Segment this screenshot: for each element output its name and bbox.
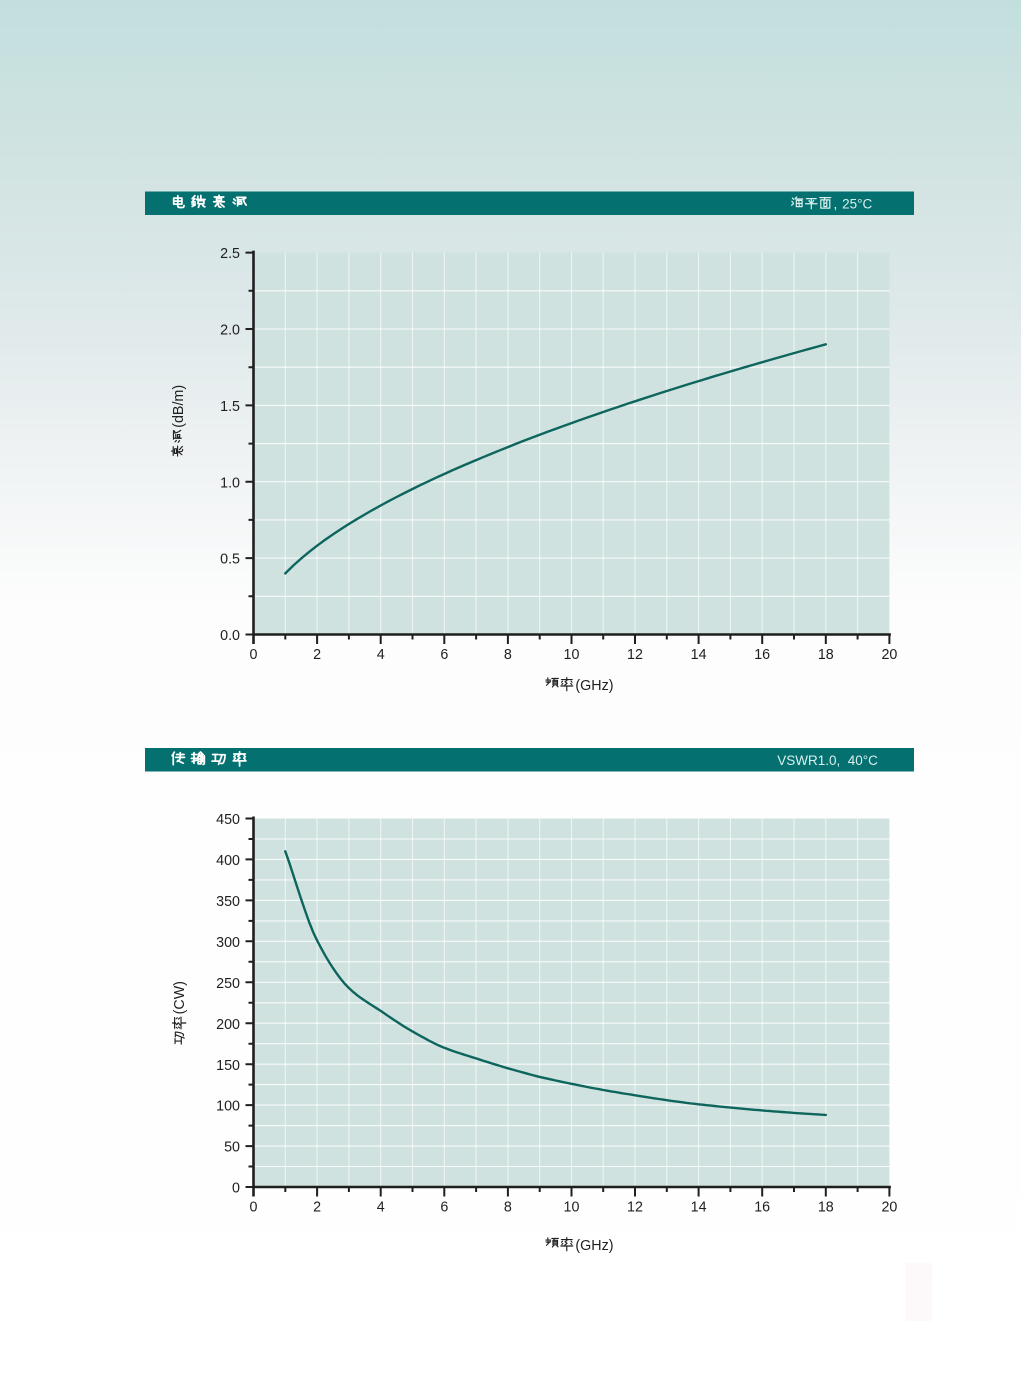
- svg-text:8: 8: [504, 647, 512, 663]
- svg-text:20: 20: [881, 1200, 897, 1216]
- svg-text:8: 8: [504, 1200, 512, 1216]
- svg-text:2: 2: [313, 1200, 321, 1216]
- svg-text:0: 0: [250, 1200, 258, 1216]
- svg-text:2: 2: [313, 647, 321, 663]
- svg-text:100: 100: [216, 1099, 240, 1115]
- svg-text:(GHz): (GHz): [575, 678, 613, 694]
- svg-text:300: 300: [216, 935, 240, 951]
- svg-text:250: 250: [216, 976, 240, 992]
- svg-text:12: 12: [627, 647, 643, 663]
- svg-text:14: 14: [691, 1200, 707, 1216]
- svg-text:6: 6: [440, 1200, 448, 1216]
- svg-text:150: 150: [216, 1058, 240, 1074]
- svg-text:400: 400: [216, 853, 240, 869]
- svg-text:VSWR1.0, 40°C: VSWR1.0, 40°C: [777, 753, 878, 768]
- svg-text:4: 4: [377, 1200, 385, 1216]
- svg-text:2.5: 2.5: [220, 246, 240, 262]
- svg-text:200: 200: [216, 1017, 240, 1033]
- svg-text:0: 0: [250, 647, 258, 663]
- svg-text:16: 16: [754, 1200, 770, 1216]
- svg-text:20: 20: [881, 647, 897, 663]
- svg-text:0.0: 0.0: [220, 628, 240, 644]
- svg-text:10: 10: [564, 1200, 580, 1216]
- svg-text:(GHz): (GHz): [575, 1238, 613, 1254]
- svg-text:350: 350: [216, 894, 240, 910]
- svg-text:1.0: 1.0: [220, 475, 240, 491]
- svg-text:0: 0: [232, 1181, 240, 1197]
- svg-text:0.5: 0.5: [220, 552, 240, 568]
- svg-text:50: 50: [224, 1140, 240, 1156]
- svg-text:, 25°C: , 25°C: [834, 197, 873, 212]
- svg-text:6: 6: [440, 647, 448, 663]
- svg-text:16: 16: [754, 647, 770, 663]
- svg-text:(CW): (CW): [172, 981, 188, 1014]
- svg-text:4: 4: [377, 647, 385, 663]
- svg-text:10: 10: [564, 647, 580, 663]
- svg-text:1.5: 1.5: [220, 399, 240, 415]
- svg-text:(dB/m): (dB/m): [171, 385, 187, 428]
- svg-text:14: 14: [691, 647, 707, 663]
- svg-text:12: 12: [627, 1200, 643, 1216]
- svg-text:18: 18: [818, 647, 834, 663]
- svg-text:2.0: 2.0: [220, 323, 240, 339]
- svg-text:18: 18: [818, 1200, 834, 1216]
- svg-text:450: 450: [216, 812, 240, 828]
